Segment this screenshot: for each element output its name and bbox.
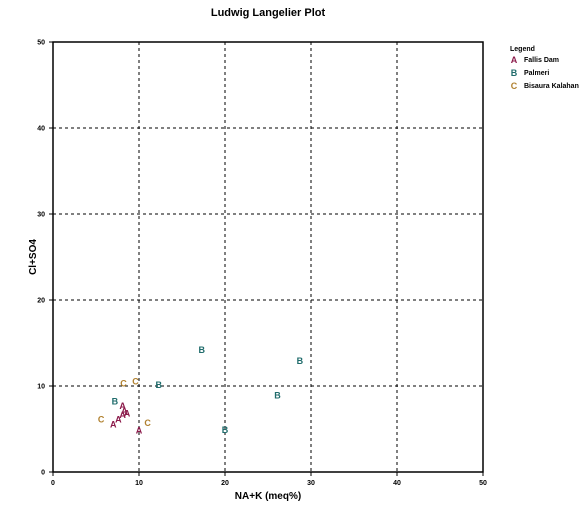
x-tick-label: 20 [221, 480, 229, 487]
data-point-series-1: A [110, 420, 117, 430]
data-point-series-3: C [120, 378, 127, 388]
chart-title: Ludwig Langelier Plot [211, 7, 326, 19]
data-point-series-3: C [144, 418, 151, 428]
legend-label: Bisaura Kalahan [524, 83, 579, 90]
legend-marker: C [511, 81, 518, 91]
y-tick-label: 0 [41, 470, 45, 477]
x-tick-label: 0 [51, 480, 55, 487]
x-tick-label: 40 [393, 480, 401, 487]
y-tick-label: 30 [37, 212, 45, 219]
data-point-series-3: C [132, 377, 139, 387]
y-tick-label: 50 [37, 40, 45, 47]
data-point-series-2: B [222, 425, 229, 435]
data-point-series-2: B [156, 380, 163, 390]
plot-frame [52, 41, 484, 473]
legend-title: Legend [510, 46, 535, 53]
y-tick-label: 10 [37, 384, 45, 391]
data-point-series-2: B [274, 390, 281, 400]
data-point-series-1: A [121, 406, 128, 416]
data-point-series-2: B [199, 345, 206, 355]
grid [53, 42, 483, 472]
data-point-series-1: A [119, 401, 126, 411]
legend-label: Fallis Dam [524, 57, 559, 64]
data-point-series-2: B [112, 396, 119, 406]
legend-marker: A [511, 55, 518, 65]
y-tick-label: 40 [37, 126, 45, 133]
data-point-series-1: A [136, 426, 143, 436]
y-tick-label: 20 [37, 298, 45, 305]
data-point-series-1: A [115, 415, 122, 425]
x-tick-label: 10 [135, 480, 143, 487]
legend-marker: B [511, 68, 518, 78]
x-tick-label: 30 [307, 480, 315, 487]
x-tick-label: 50 [479, 480, 487, 487]
axis-ticks: 0 10 20 30 40 50 0 10 20 30 40 50 [37, 40, 487, 488]
x-axis-label: NA+K (meq%) [235, 491, 301, 502]
legend: Legend A Fallis Dam B Palmeri C Bisaura Kalah… [510, 46, 579, 91]
data-point-series-2: B [297, 356, 304, 366]
data-point-series-1: A [124, 409, 131, 419]
y-axis-label: Cl+SO4 [28, 239, 39, 275]
data-point-series-1: A [119, 410, 126, 420]
legend-label: Palmeri [524, 70, 549, 77]
data-point-series-3: C [98, 415, 105, 425]
